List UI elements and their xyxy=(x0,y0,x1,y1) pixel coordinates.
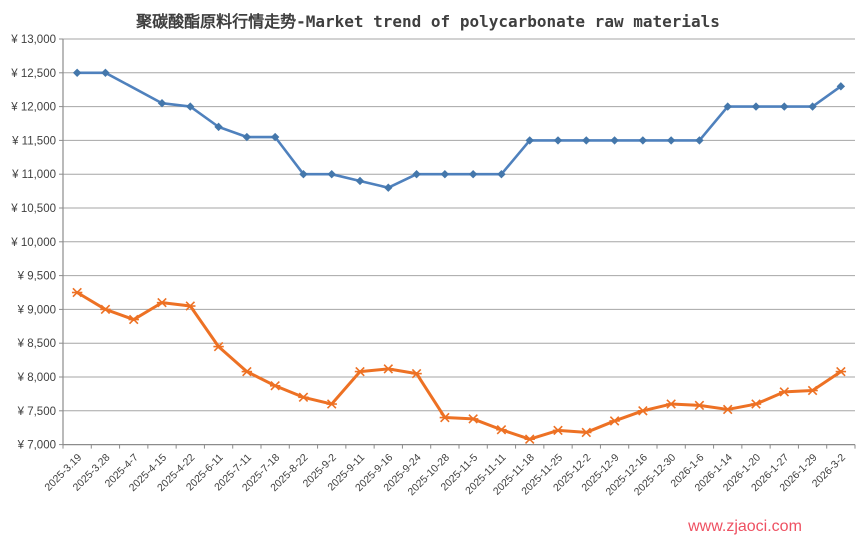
data-point-marker xyxy=(836,82,846,91)
data-point-marker xyxy=(440,170,450,179)
data-point-marker xyxy=(525,136,534,145)
y-axis-label: ¥ 9,500 xyxy=(17,271,56,283)
data-point-marker xyxy=(299,170,308,179)
data-point-marker xyxy=(638,136,648,145)
data-point-marker xyxy=(157,99,167,108)
y-axis-label: ¥ 10,500 xyxy=(10,203,56,215)
data-point-marker xyxy=(384,183,393,192)
watermark-link[interactable]: www.zjaoci.com xyxy=(688,518,802,535)
data-point-marker xyxy=(327,170,336,179)
y-axis-label: ¥ 7,000 xyxy=(17,440,56,452)
y-axis-label: ¥ 7,500 xyxy=(17,406,56,418)
data-point-marker xyxy=(214,122,223,132)
orange-series-line xyxy=(75,291,843,441)
data-point-marker xyxy=(695,136,704,145)
data-point-marker xyxy=(355,176,365,186)
y-axis-label: ¥ 13,000 xyxy=(10,34,56,46)
y-axis-label: ¥ 8,000 xyxy=(17,372,56,384)
data-point-marker xyxy=(72,68,82,77)
y-axis-label: ¥ 10,000 xyxy=(10,237,56,249)
blue-series-line xyxy=(75,71,843,190)
y-axis-label: ¥ 11,500 xyxy=(11,135,56,147)
data-point-marker xyxy=(101,68,110,77)
data-point-marker xyxy=(808,102,817,111)
y-axis-label: ¥ 9,000 xyxy=(17,304,56,316)
data-point-marker xyxy=(751,102,761,111)
y-axis-label: ¥ 8,500 xyxy=(17,338,56,350)
y-axis-label: ¥ 11,000 xyxy=(11,169,56,181)
data-point-marker xyxy=(186,102,195,111)
data-point-marker xyxy=(553,136,563,145)
data-point-marker xyxy=(497,170,506,179)
data-point-marker xyxy=(412,170,421,179)
data-point-marker xyxy=(468,170,478,179)
y-axis-label: ¥ 12,000 xyxy=(10,102,56,114)
chart-title: 聚碳酸酯原料行情走势-Market trend of polycarbonate… xyxy=(136,12,720,31)
data-point-marker xyxy=(582,136,591,145)
data-point-marker xyxy=(666,136,676,145)
data-point-marker xyxy=(780,102,789,111)
data-point-marker xyxy=(270,132,280,142)
data-point-marker xyxy=(242,132,252,142)
y-axis-label: ¥ 12,500 xyxy=(10,68,56,80)
data-point-marker xyxy=(723,102,732,111)
data-point-marker xyxy=(610,136,619,145)
